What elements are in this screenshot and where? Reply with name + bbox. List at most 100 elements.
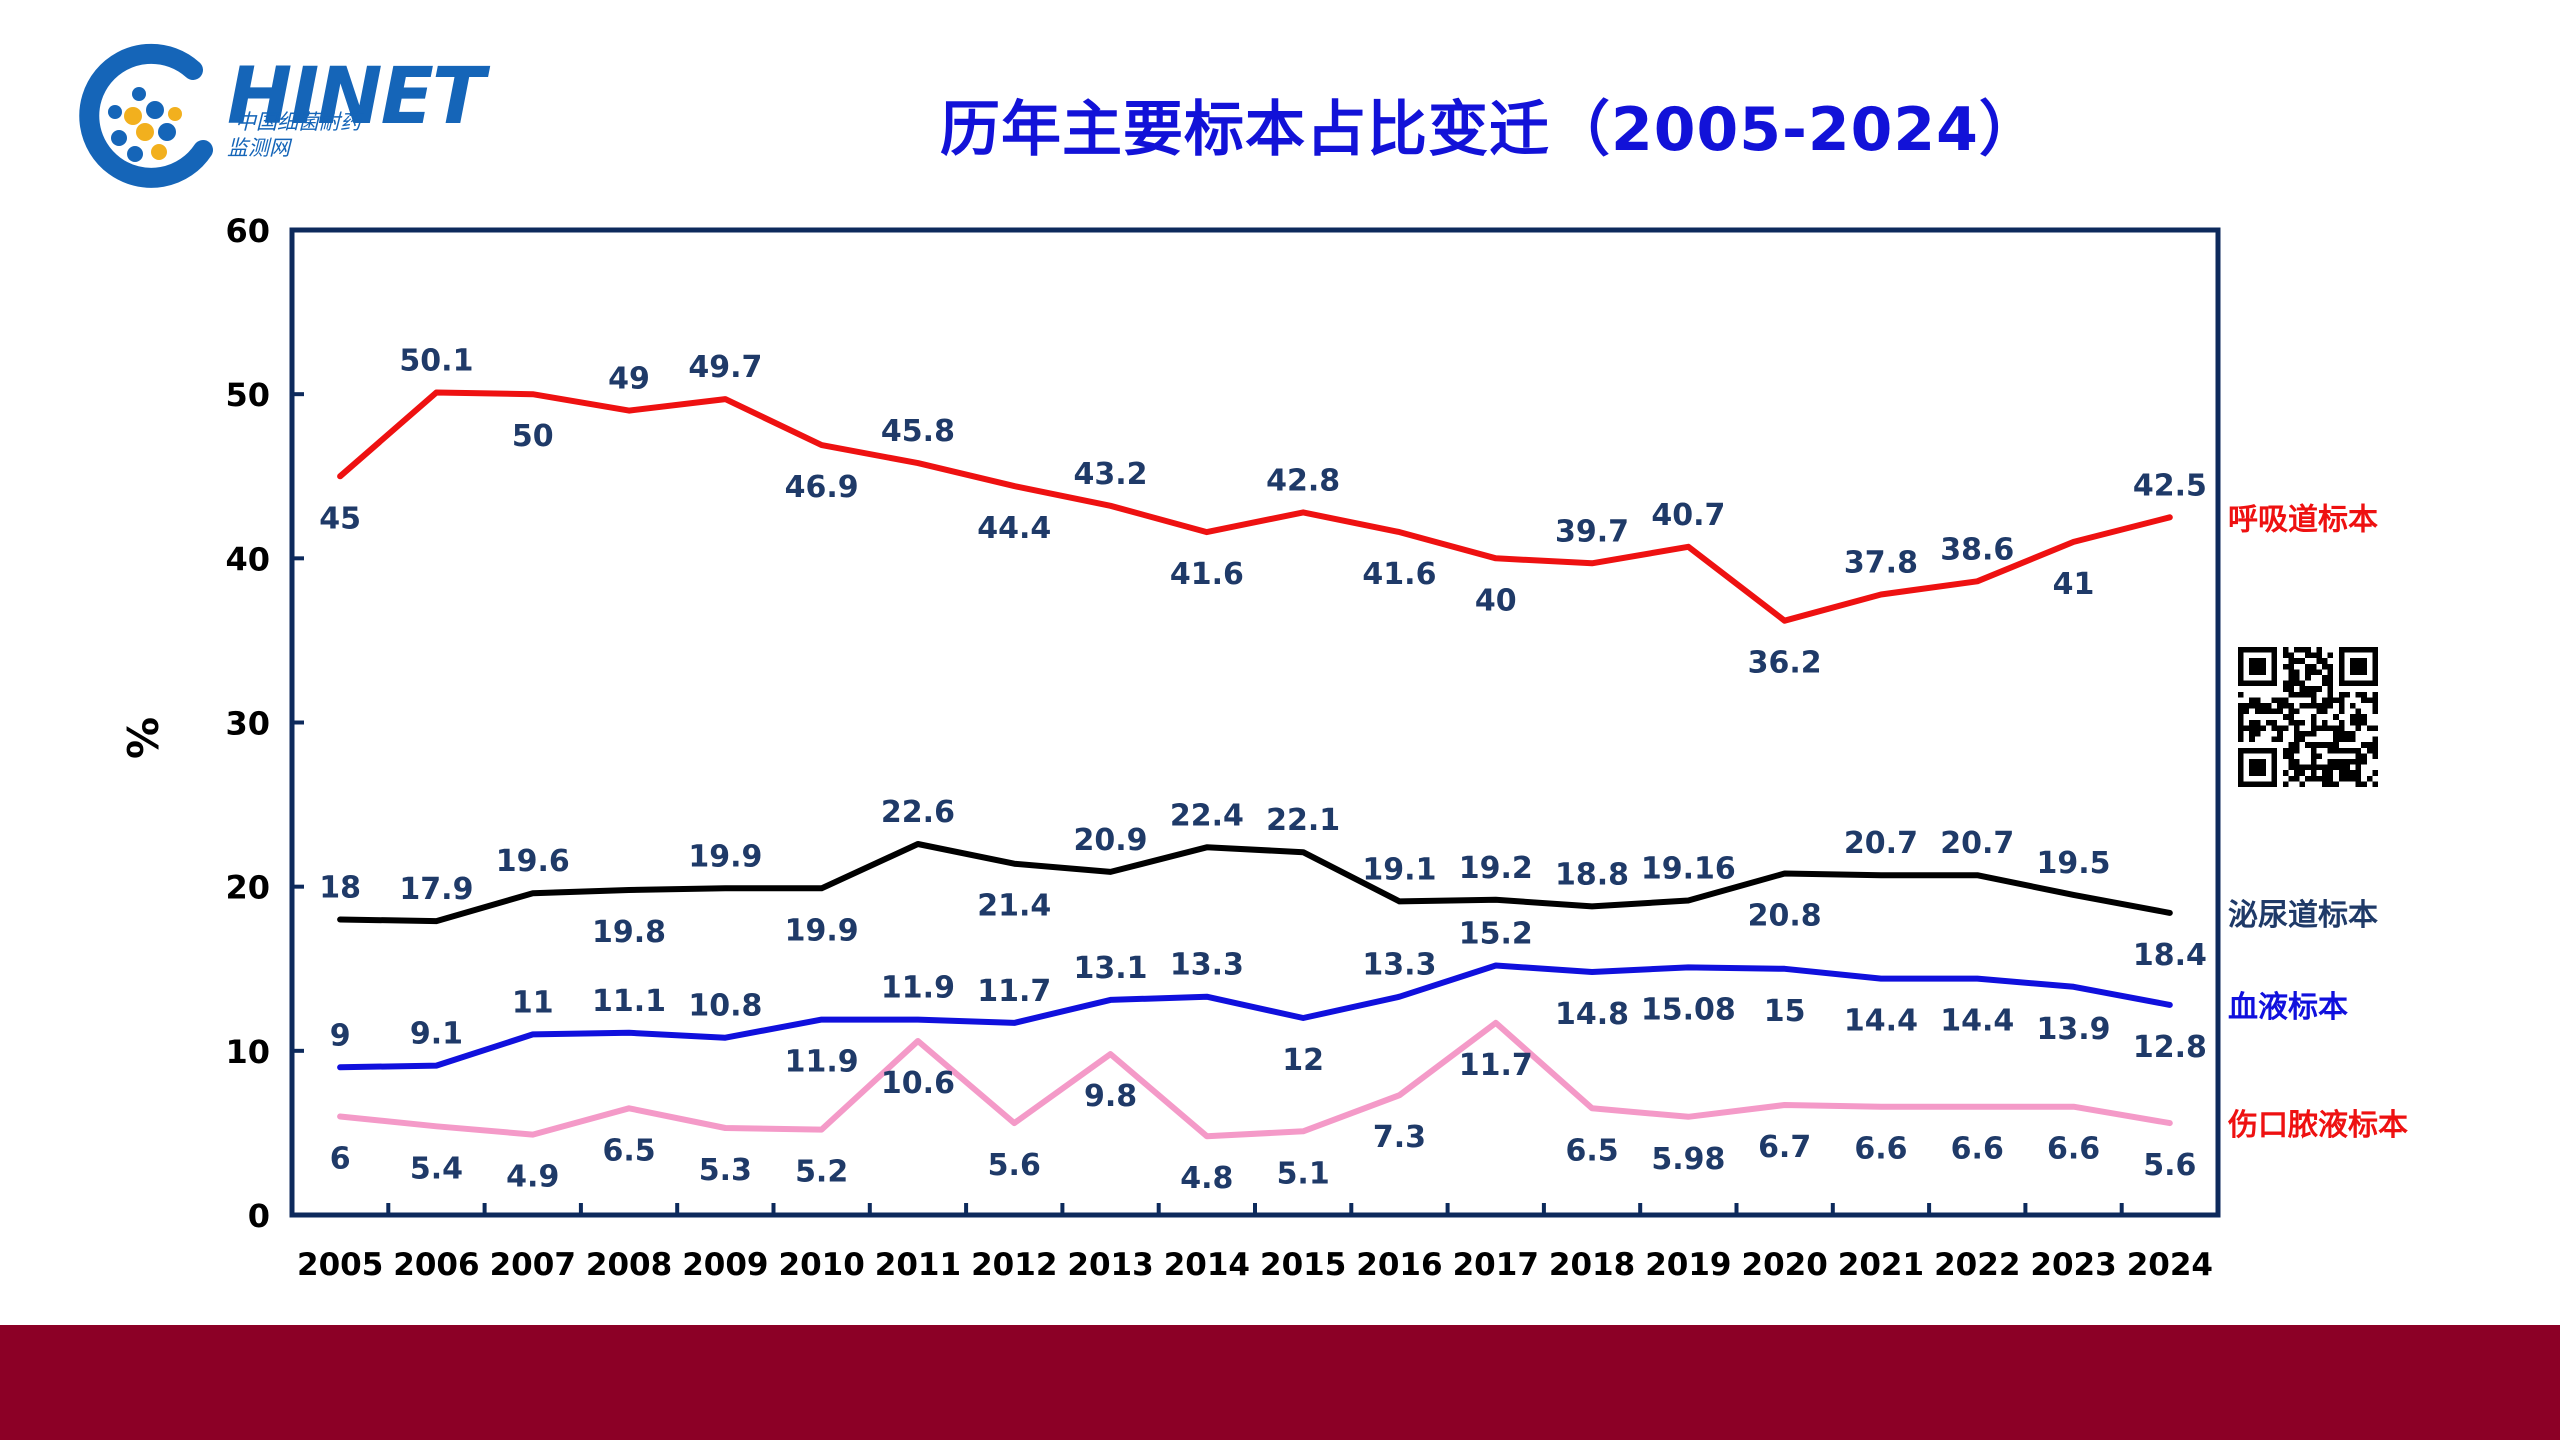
- data-label: 7.3: [1373, 1120, 1426, 1155]
- data-label: 20.8: [1748, 899, 1822, 934]
- data-label: 5.4: [410, 1151, 463, 1186]
- series-line: [337, 389, 2173, 624]
- x-tick-label: 2021: [1838, 1247, 1924, 1283]
- data-label: 5.3: [699, 1153, 752, 1188]
- y-tick-label: 20: [225, 869, 270, 907]
- data-label: 22.6: [881, 795, 955, 830]
- data-label: 42.8: [1266, 463, 1340, 498]
- data-label: 5.1: [1277, 1156, 1330, 1191]
- logo-subtitle-line2: 监测网: [227, 136, 290, 160]
- x-tick-label: 2016: [1356, 1247, 1442, 1283]
- data-label: 41.6: [1170, 557, 1244, 592]
- data-label: 20.9: [1074, 823, 1148, 858]
- series-line: [337, 1019, 2173, 1140]
- data-label: 13.1: [1074, 951, 1148, 986]
- data-label: 9.1: [410, 1017, 463, 1052]
- series-line: [337, 962, 2173, 1071]
- data-label: 6.6: [1951, 1132, 2004, 1167]
- data-label: 4.9: [506, 1160, 559, 1195]
- y-tick-label: 0: [248, 1197, 270, 1235]
- data-label: 40.7: [1651, 498, 1725, 533]
- data-label: 20.7: [1940, 826, 2014, 861]
- x-tick-label: 2010: [779, 1247, 865, 1283]
- data-label: 37.8: [1844, 545, 1918, 580]
- data-label: 19.9: [785, 913, 859, 948]
- data-label: 19.2: [1459, 851, 1533, 886]
- data-label: 41.6: [1362, 557, 1436, 592]
- data-label: 6.5: [1565, 1133, 1618, 1168]
- data-label: 13.3: [1170, 948, 1244, 983]
- data-label: 19.9: [688, 839, 762, 874]
- data-label: 10.8: [688, 989, 762, 1024]
- data-label: 13.3: [1362, 948, 1436, 983]
- data-label: 19.16: [1641, 851, 1736, 886]
- data-label: 49.7: [688, 350, 762, 385]
- x-tick-label: 2006: [393, 1247, 479, 1283]
- data-label: 11.9: [881, 971, 955, 1006]
- data-label: 36.2: [1748, 646, 1822, 681]
- data-label: 6.6: [2047, 1132, 2100, 1167]
- data-label: 18.4: [2133, 938, 2207, 973]
- series-name-label: 血液标本: [2228, 990, 2348, 1025]
- y-axis-label: %: [119, 717, 168, 759]
- data-label: 45: [319, 501, 361, 536]
- data-label: 9: [330, 1018, 351, 1053]
- data-label: 49: [608, 362, 650, 397]
- data-label: 19.8: [592, 915, 666, 950]
- y-tick-label: 10: [225, 1033, 270, 1071]
- data-label: 12: [1282, 1043, 1324, 1078]
- data-label: 42.5: [2133, 468, 2207, 503]
- plot-frame: [289, 227, 2221, 1218]
- data-label: 19.1: [1362, 852, 1436, 887]
- x-tick-label: 2020: [1742, 1247, 1828, 1283]
- data-label: 11.7: [977, 974, 1051, 1009]
- data-label: 44.4: [977, 511, 1051, 546]
- data-label: 46.9: [785, 470, 859, 505]
- data-label: 5.6: [2143, 1148, 2196, 1183]
- data-label: 11: [512, 985, 554, 1020]
- data-label: 6: [330, 1142, 351, 1177]
- data-label: 11.1: [592, 984, 666, 1019]
- data-label: 43.2: [1074, 457, 1148, 492]
- x-tick-label: 2023: [2030, 1247, 2116, 1283]
- x-tick-label: 2008: [586, 1247, 672, 1283]
- data-label: 40: [1475, 583, 1517, 618]
- qr-code-icon[interactable]: [2238, 647, 2378, 787]
- data-label: 15.08: [1641, 992, 1736, 1027]
- data-label: 6.7: [1758, 1130, 1811, 1165]
- footer-band: [0, 1325, 2560, 1440]
- series-name-label: 泌尿道标本: [2228, 898, 2378, 933]
- x-tick-label: 2022: [1934, 1247, 2020, 1283]
- x-tick-label: 2009: [682, 1247, 768, 1283]
- x-tick-label: 2005: [297, 1247, 383, 1283]
- x-tick-label: 2024: [2127, 1247, 2213, 1283]
- data-label: 15.2: [1459, 916, 1533, 951]
- data-label: 6.5: [602, 1133, 655, 1168]
- y-tick-label: 30: [225, 705, 270, 743]
- data-label: 50.1: [399, 344, 473, 379]
- x-tick-label: 2015: [1260, 1247, 1346, 1283]
- x-tick-label: 2018: [1549, 1247, 1635, 1283]
- data-label: 19.5: [2037, 846, 2111, 881]
- data-label: 45.8: [881, 414, 955, 449]
- x-tick-label: 2017: [1453, 1247, 1539, 1283]
- data-label: 14.4: [1844, 1004, 1918, 1039]
- data-label: 21.4: [977, 889, 1051, 924]
- data-label: 39.7: [1555, 514, 1629, 549]
- data-label: 38.6: [1940, 532, 2014, 567]
- data-label: 5.6: [988, 1148, 1041, 1183]
- logo-subtitle-line1: 中国细菌耐药: [235, 110, 361, 134]
- x-tick-label: 2007: [490, 1247, 576, 1283]
- data-label: 20.7: [1844, 826, 1918, 861]
- x-tick-label: 2019: [1645, 1247, 1731, 1283]
- logo: HINET 中国细菌耐药 监测网: [75, 40, 485, 190]
- data-label: 12.8: [2133, 1030, 2207, 1065]
- data-label: 18: [319, 871, 361, 906]
- series-name-label: 呼吸道标本: [2228, 502, 2378, 537]
- data-label: 11.9: [785, 1045, 859, 1080]
- page-title: 历年主要标本占比变迁（2005-2024）: [940, 95, 2040, 165]
- data-label: 17.9: [399, 872, 473, 907]
- x-tick-label: 2012: [971, 1247, 1057, 1283]
- data-label: 9.8: [1084, 1079, 1137, 1114]
